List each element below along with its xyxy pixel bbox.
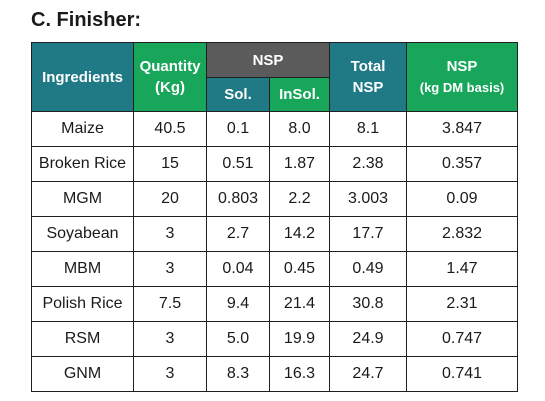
table-row: RSM 3 5.0 19.9 24.9 0.747 <box>31 321 518 357</box>
section-title: C. Finisher: <box>31 9 142 31</box>
cell-quantity: 7.5 <box>133 286 207 322</box>
header-sol: Sol. <box>206 77 270 112</box>
cell-dm: 0.357 <box>406 146 518 182</box>
cell-insol: 16.3 <box>269 356 330 392</box>
header-dm-line1: NSP <box>446 58 478 75</box>
cell-sol: 0.1 <box>206 111 270 147</box>
cell-insol: 14.2 <box>269 216 330 252</box>
header-dm-line2: (kg DM basis) <box>419 80 505 95</box>
cell-insol: 8.0 <box>269 111 330 147</box>
table-row: Polish Rice 7.5 9.4 21.4 30.8 2.31 <box>31 286 518 322</box>
cell-insol: 0.45 <box>269 251 330 287</box>
cell-quantity: 3 <box>133 251 207 287</box>
table-row: MBM 3 0.04 0.45 0.49 1.47 <box>31 251 518 287</box>
cell-quantity: 3 <box>133 356 207 392</box>
cell-sol: 0.51 <box>206 146 270 182</box>
cell-ingredient: GNM <box>31 356 134 392</box>
cell-total: 0.49 <box>329 251 407 287</box>
cell-sol: 0.803 <box>206 181 270 217</box>
cell-total: 17.7 <box>329 216 407 252</box>
header-total-line1: Total <box>350 58 386 75</box>
cell-dm: 0.09 <box>406 181 518 217</box>
cell-total: 8.1 <box>329 111 407 147</box>
cell-quantity: 40.5 <box>133 111 207 147</box>
cell-ingredient: Soyabean <box>31 216 134 252</box>
header-total-line2: NSP <box>352 79 384 96</box>
cell-insol: 21.4 <box>269 286 330 322</box>
cell-sol: 8.3 <box>206 356 270 392</box>
header-ingredients: Ingredients <box>31 42 134 112</box>
table-row: GNM 3 8.3 16.3 24.7 0.741 <box>31 356 518 392</box>
cell-sol: 0.04 <box>206 251 270 287</box>
cell-total: 30.8 <box>329 286 407 322</box>
header-insol: InSol. <box>269 77 330 112</box>
cell-ingredient: Broken Rice <box>31 146 134 182</box>
cell-insol: 1.87 <box>269 146 330 182</box>
table-row: Maize 40.5 0.1 8.0 8.1 3.847 <box>31 111 518 147</box>
header-quantity-label: Quantity <box>139 58 201 75</box>
cell-total: 2.38 <box>329 146 407 182</box>
cell-quantity: 3 <box>133 216 207 252</box>
cell-sol: 2.7 <box>206 216 270 252</box>
header-nsp: NSP <box>206 42 330 78</box>
cell-dm: 0.747 <box>406 321 518 357</box>
cell-dm: 0.741 <box>406 356 518 392</box>
cell-dm: 3.847 <box>406 111 518 147</box>
cell-quantity: 3 <box>133 321 207 357</box>
cell-insol: 19.9 <box>269 321 330 357</box>
nsp-table: Ingredients Quantity (Kg) NSP Total NSP … <box>31 42 518 392</box>
cell-sol: 9.4 <box>206 286 270 322</box>
header-total-nsp: Total NSP <box>329 42 407 112</box>
cell-dm: 2.832 <box>406 216 518 252</box>
cell-quantity: 20 <box>133 181 207 217</box>
cell-ingredient: Polish Rice <box>31 286 134 322</box>
table-row: Broken Rice 15 0.51 1.87 2.38 0.357 <box>31 146 518 182</box>
cell-quantity: 15 <box>133 146 207 182</box>
cell-ingredient: Maize <box>31 111 134 147</box>
cell-dm: 2.31 <box>406 286 518 322</box>
cell-sol: 5.0 <box>206 321 270 357</box>
header-nsp-dm: NSP (kg DM basis) <box>406 42 518 112</box>
cell-total: 24.9 <box>329 321 407 357</box>
cell-ingredient: MGM <box>31 181 134 217</box>
cell-ingredient: RSM <box>31 321 134 357</box>
table-row: Soyabean 3 2.7 14.2 17.7 2.832 <box>31 216 518 252</box>
header-quantity: Quantity (Kg) <box>133 42 207 112</box>
cell-total: 24.7 <box>329 356 407 392</box>
header-quantity-unit: (Kg) <box>155 79 185 96</box>
cell-ingredient: MBM <box>31 251 134 287</box>
cell-total: 3.003 <box>329 181 407 217</box>
cell-dm: 1.47 <box>406 251 518 287</box>
cell-insol: 2.2 <box>269 181 330 217</box>
table-row: MGM 20 0.803 2.2 3.003 0.09 <box>31 181 518 217</box>
